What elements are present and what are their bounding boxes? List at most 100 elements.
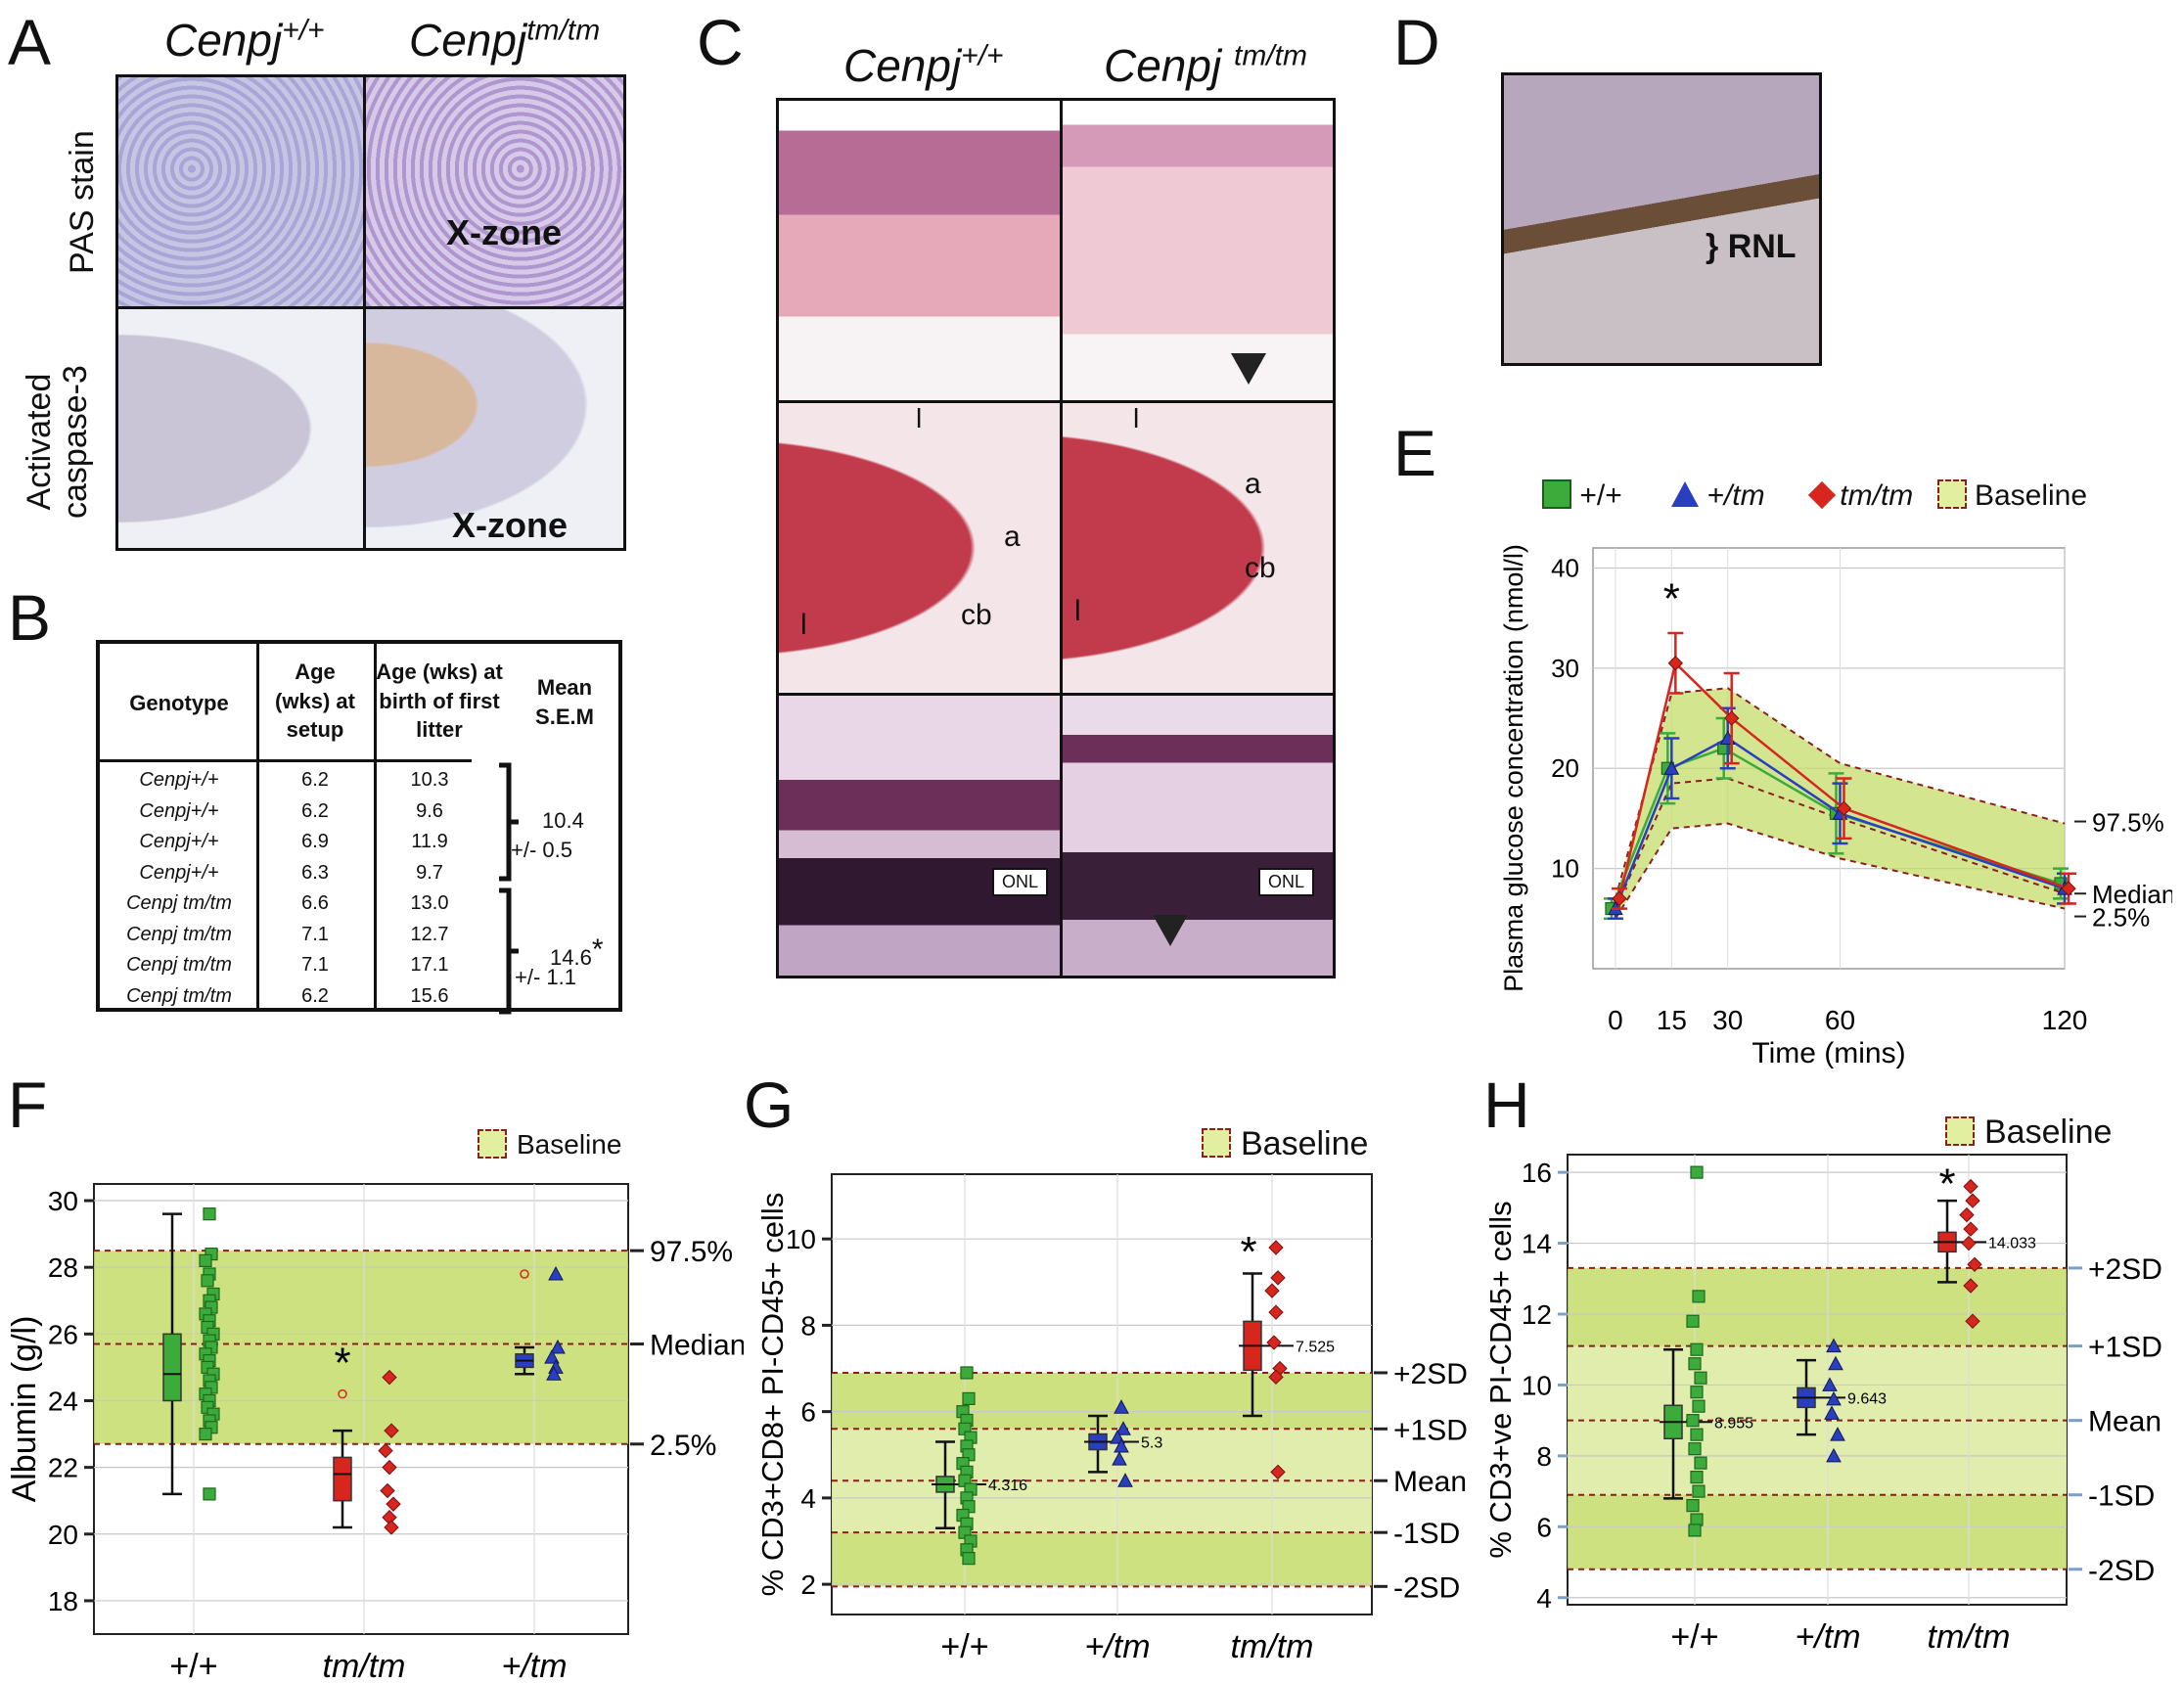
xzone-label-pas: X-zone xyxy=(446,212,563,252)
data-point-het-h xyxy=(1828,1355,1843,1371)
data-point-mut-h xyxy=(1961,1235,1977,1251)
data-point-mut-g xyxy=(1270,1270,1286,1286)
ytick-label-h: 16 xyxy=(1522,1158,1552,1188)
ytick-label-g: 10 xyxy=(786,1224,816,1254)
data-point-wt-f xyxy=(199,1253,212,1267)
data-point-mut-g xyxy=(1268,1304,1284,1320)
micrograph-c-cornea-wt xyxy=(776,98,1063,403)
data-point-wt-f xyxy=(201,1274,214,1288)
baseline-line-median-e xyxy=(1615,777,2066,909)
xtick-label-e: 30 xyxy=(1712,1005,1743,1035)
micrograph-a-caspase-mut: X-zone xyxy=(363,306,626,551)
sem-mut: +/- 1.1 xyxy=(515,965,576,989)
outlier-f xyxy=(520,1269,529,1279)
data-point-wt-f xyxy=(203,1207,216,1221)
data-point-wt-h xyxy=(1690,1386,1704,1399)
mean-label-g: 4.316 xyxy=(988,1478,1027,1494)
data-point-wt-h xyxy=(1692,1399,1706,1413)
ytick-label-e: 10 xyxy=(1551,854,1579,884)
data-point-mut-f xyxy=(384,1423,399,1438)
legend-baseline-g: Baseline xyxy=(1202,1125,1368,1163)
th-genotype: Genotype xyxy=(129,691,229,715)
legend-wt-e: +/+ xyxy=(1579,479,1622,512)
right-label-g: Mean xyxy=(1393,1466,1467,1498)
panel-label-h: H xyxy=(1483,1069,1530,1141)
cell-age-setup: 6.9 xyxy=(301,831,329,852)
data-point-mut-f xyxy=(378,1442,393,1459)
data-point-tm/tm-e xyxy=(1724,710,1740,726)
xtick-label-f: tm/tm xyxy=(323,1648,406,1683)
cell-genotype: Cenpj tm/tm xyxy=(126,923,232,945)
chart-f-albumin: 18 20 22 24 26 28 30 97.5% Median 2.5% +/+ tm/tm +/t… xyxy=(6,1183,744,1683)
ytick-label-e: 30 xyxy=(1551,654,1579,683)
ytick-label-g: 4 xyxy=(800,1483,816,1514)
data-point-wt-h xyxy=(1692,1484,1706,1498)
cell-age-setup: 6.2 xyxy=(301,799,329,822)
cell-genotype: Cenpj+/+ xyxy=(139,861,219,884)
cell-age-setup: 6.2 xyxy=(301,984,329,1007)
right-label-f: 2.5% xyxy=(650,1430,716,1462)
cell-genotype: Cenpj tm/tm xyxy=(126,892,232,914)
data-point-wt-h xyxy=(1688,1357,1702,1371)
genotype-mut-a: Cenpjtm/tm xyxy=(409,14,601,66)
sem-wt: +/- 0.5 xyxy=(511,838,572,862)
ytick-label-g: 6 xyxy=(800,1397,816,1428)
right-label-g: +2SD xyxy=(1393,1358,1468,1390)
significance-star-e: * xyxy=(1663,575,1680,623)
data-point-het-f xyxy=(550,1339,566,1354)
cell-age-setup: 6.6 xyxy=(301,892,329,914)
data-point-mut-g xyxy=(1270,1464,1286,1480)
cell-age-litter: 15.6 xyxy=(410,984,449,1007)
box-+/+-f xyxy=(162,1333,182,1402)
data-point-mut-g xyxy=(1264,1283,1280,1298)
right-label-h: -2SD xyxy=(2088,1555,2155,1587)
data-point-mut-g xyxy=(1266,1335,1282,1350)
data-point-mut-g xyxy=(1268,1240,1284,1255)
ytick-label-h: 12 xyxy=(1522,1299,1552,1330)
data-point-mut-g xyxy=(1268,1369,1284,1386)
micrograph-c-retina-wt: ONL xyxy=(776,693,1063,978)
xtick-label-e: 0 xyxy=(1608,1005,1623,1035)
right-label-h: +1SD xyxy=(2088,1332,2162,1364)
data-point-het-f xyxy=(548,1265,564,1281)
ytick-label-h: 6 xyxy=(1536,1512,1552,1542)
genotype-mut-c: Cenpj tm/tm xyxy=(1104,39,1307,91)
data-point-mut-h xyxy=(1965,1193,1980,1208)
box-tm/tm-f xyxy=(333,1456,352,1502)
mean-label-h: 14.033 xyxy=(1988,1235,2036,1251)
xtick-label-h: tm/tm xyxy=(1928,1618,2011,1656)
data-point-het-g xyxy=(1114,1437,1129,1453)
cell-age-litter: 9.7 xyxy=(416,861,443,884)
significance-star-g: * xyxy=(1240,1228,1256,1276)
data-point-mut-f xyxy=(386,1496,401,1512)
significance-star-h: * xyxy=(1938,1160,1955,1208)
ylabel-f: Albumin (g/l) xyxy=(6,1316,43,1503)
th-age-setup: Age (wks) at setup xyxy=(275,660,355,743)
legend-mut-e: tm/tm xyxy=(1840,479,1914,512)
data-point-wt-h xyxy=(1688,1524,1702,1537)
right-label-g: -2SD xyxy=(1393,1571,1460,1604)
right-label-g: +1SD xyxy=(1393,1414,1468,1446)
cell-age-litter: 12.7 xyxy=(410,923,449,945)
cell-genotype: Cenpj tm/tm xyxy=(126,984,232,1007)
cell-age-litter: 10.3 xyxy=(410,769,449,791)
th-mean-sem: Mean S.E.M xyxy=(535,675,594,729)
data-point-het-h xyxy=(1826,1447,1842,1463)
ytick-label-f: 22 xyxy=(48,1453,78,1483)
genotype-wt-a: Cenpj+/+ xyxy=(164,14,325,66)
ylabel-h: % CD3+ve PI-CD45+ cells xyxy=(1483,1201,1518,1558)
ytick-label-h: 8 xyxy=(1536,1441,1552,1472)
data-point-wt-h xyxy=(1690,1513,1704,1526)
micrograph-c-cornea-mut xyxy=(1060,98,1336,403)
ylabel-e: Plasma glucose concentration (nmol/l) xyxy=(1499,544,1528,992)
xtick-label-g: tm/tm xyxy=(1231,1628,1314,1665)
row-label-pas: PAS stain xyxy=(64,130,101,274)
cell-age-litter: 11.9 xyxy=(411,831,448,852)
data-point-mut-h xyxy=(1963,1278,1979,1294)
data-point-+/tm-e xyxy=(1663,760,1680,775)
ylabel-g: % CD3+CD8+ PI-CD45+ cells xyxy=(755,1193,790,1597)
data-point-het-h xyxy=(1830,1427,1845,1441)
right-label-f: Median xyxy=(650,1330,744,1362)
data-point-wt-h xyxy=(1692,1290,1706,1303)
